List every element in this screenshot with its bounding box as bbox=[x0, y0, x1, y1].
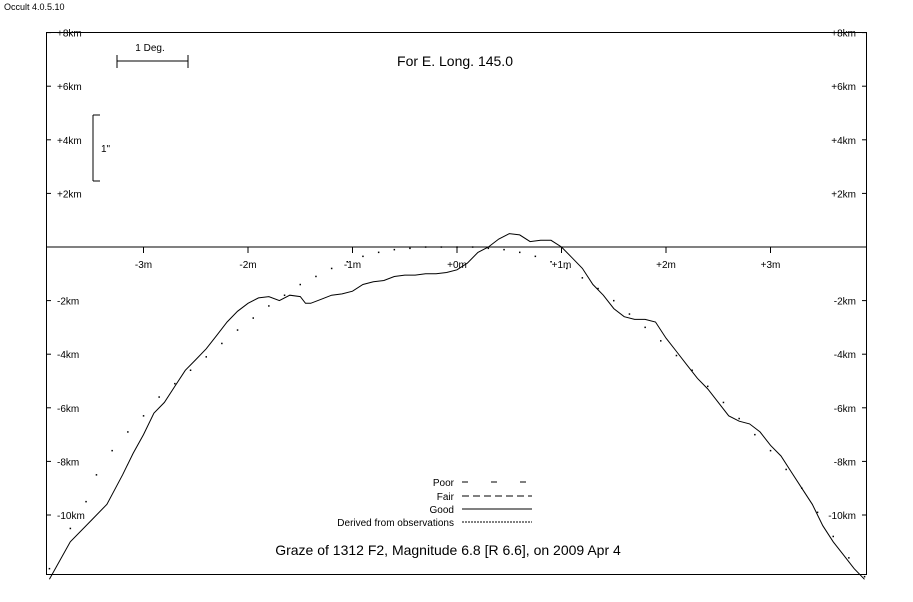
legend-label-poor: Poor bbox=[433, 478, 455, 489]
profile-point bbox=[393, 248, 396, 251]
y-tick-label-right: -8km bbox=[834, 457, 856, 468]
profile-point bbox=[613, 299, 615, 302]
degree-scale-label: 1 Deg. bbox=[135, 43, 164, 54]
profile-point bbox=[377, 251, 380, 254]
profile-point bbox=[174, 382, 176, 385]
profile-point bbox=[832, 535, 834, 538]
y-tick-label-right: +4km bbox=[831, 136, 856, 147]
y-tick-label-left: -8km bbox=[57, 457, 79, 468]
profile-point bbox=[346, 261, 348, 263]
profile-point bbox=[644, 326, 646, 329]
app-version-label: Occult 4.0.5.10 bbox=[4, 2, 65, 12]
y-tick-label-right: -6km bbox=[834, 404, 856, 415]
profile-line bbox=[48, 233, 865, 580]
profile-point bbox=[785, 468, 787, 471]
y-tick-label-right: +2km bbox=[831, 189, 856, 200]
y-tick-label-left: +4km bbox=[57, 136, 82, 147]
x-tick-label: -3m bbox=[135, 260, 152, 271]
profile-point bbox=[628, 313, 631, 315]
profile-point bbox=[69, 527, 72, 530]
profile-point bbox=[127, 431, 129, 433]
y-tick-label-right: +8km bbox=[831, 29, 856, 40]
profile-point bbox=[205, 356, 207, 358]
profile-point bbox=[315, 275, 317, 278]
degree-scale-bar: 1 Deg. bbox=[116, 43, 189, 68]
profile-point bbox=[801, 487, 803, 489]
y-tick-label-right: +6km bbox=[831, 82, 856, 93]
profile-point bbox=[581, 277, 584, 279]
profile-point bbox=[111, 449, 113, 452]
profile-point bbox=[863, 575, 866, 578]
y-tick-label-left: +2km bbox=[57, 189, 82, 200]
profile-point bbox=[362, 255, 364, 258]
chart-subtitle: Graze of 1312 F2, Magnitude 6.8 [R 6.6],… bbox=[275, 542, 621, 558]
legend-label-fair: Fair bbox=[437, 492, 455, 503]
profile-point bbox=[409, 247, 411, 250]
y-tick-label-left: -10km bbox=[57, 511, 85, 522]
profile-point bbox=[660, 340, 662, 342]
profile-point bbox=[769, 449, 772, 452]
profile-point bbox=[330, 267, 333, 270]
y-tick-label-left: +8km bbox=[57, 29, 82, 40]
x-tick-label: +1m bbox=[552, 260, 572, 271]
y-tick-label-left: -4km bbox=[57, 350, 79, 361]
profile-point bbox=[252, 317, 254, 319]
y-tick-label-right: -2km bbox=[834, 297, 856, 308]
profile-point bbox=[268, 305, 270, 307]
profile-point bbox=[424, 246, 427, 248]
legend: Poor Fair Good Derived from observations bbox=[337, 478, 532, 529]
profile-point bbox=[158, 396, 160, 398]
profile-point bbox=[142, 415, 145, 417]
y-tick-label-right: -10km bbox=[828, 511, 856, 522]
x-tick-label: +3m bbox=[761, 260, 781, 271]
arcsec-scale-label: 1" bbox=[101, 144, 111, 155]
arcsec-scale-bar: 1" bbox=[92, 114, 111, 182]
legend-label-derived: Derived from observations bbox=[337, 518, 454, 529]
profile-point bbox=[221, 342, 223, 345]
x-tick-label: -2m bbox=[239, 260, 256, 271]
profile-point bbox=[566, 267, 568, 270]
profile-point bbox=[519, 251, 521, 254]
profile-point bbox=[440, 246, 443, 248]
profile-point bbox=[738, 417, 740, 420]
y-tick-label-left: -6km bbox=[57, 404, 79, 415]
profile-point bbox=[487, 247, 490, 250]
x-tick-label: +0m bbox=[447, 260, 467, 271]
chart-title: For E. Long. 145.0 bbox=[397, 53, 513, 69]
profile-point bbox=[707, 385, 709, 388]
profile-point bbox=[85, 500, 87, 503]
legend-label-good: Good bbox=[430, 505, 454, 516]
profile-series bbox=[48, 233, 866, 580]
profile-point bbox=[597, 287, 599, 290]
profile-point bbox=[754, 433, 756, 436]
profile-point bbox=[816, 511, 819, 514]
profile-point bbox=[691, 369, 693, 371]
profile-point bbox=[550, 261, 552, 263]
profile-point bbox=[236, 329, 239, 331]
plot-frame bbox=[46, 32, 867, 575]
profile-point bbox=[283, 294, 286, 296]
y-tick-label-left: -2km bbox=[57, 297, 79, 308]
profile-point bbox=[722, 401, 725, 404]
profile-point bbox=[48, 567, 51, 570]
profile-point bbox=[456, 246, 458, 248]
y-axis-ticks: +8km +8km +6km +6km +4km +4km +2km +2km -2km -2km… bbox=[46, 29, 867, 522]
profile-point bbox=[675, 354, 678, 357]
y-tick-label-right: -4km bbox=[834, 350, 856, 361]
x-tick-label: +2m bbox=[656, 260, 676, 271]
x-axis-ticks: -3m -2m -1m +0m +1m +2m +3m bbox=[135, 247, 780, 271]
profile-point bbox=[848, 557, 850, 559]
profile-point bbox=[471, 246, 474, 248]
profile-point bbox=[503, 248, 505, 251]
profile-point bbox=[189, 369, 192, 371]
y-tick-label-left: +6km bbox=[57, 82, 82, 93]
x-tick-label: -1m bbox=[344, 260, 361, 271]
profile-point bbox=[534, 255, 537, 258]
profile-point bbox=[95, 474, 98, 476]
profile-point bbox=[299, 283, 301, 286]
